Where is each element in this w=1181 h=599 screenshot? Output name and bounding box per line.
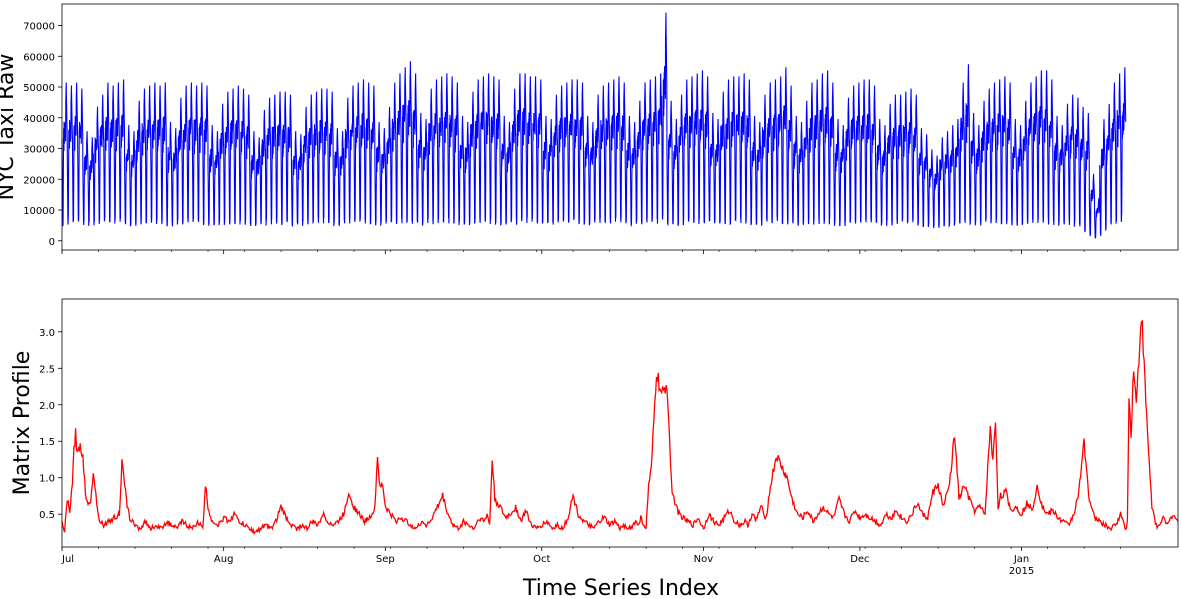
x-axis-label: Time Series Index [522,576,719,599]
top-y-tick-label: 10000 [23,206,55,217]
top-panel-frame [61,3,1179,251]
top-y-tick-label: 70000 [23,22,55,33]
top-y-tick-label: 20000 [23,175,55,186]
top-y-tick-label: 60000 [23,52,55,63]
bottom-y-tick-label: 3.0 [39,328,55,339]
bottom-y-tick-label: 0.5 [39,510,55,521]
bottom-series-line [61,319,1179,536]
top-y-tick-label: 40000 [23,114,55,125]
bottom-y-tick-label: 1.5 [39,437,55,448]
top-panel: 0 10000 20000 30000 40000 50000 60000 70000 NYC… [0,3,1179,254]
x-tick-label: Dec [850,554,869,565]
top-y-axis-label: NYC Taxi Raw [0,54,19,201]
x-tick-sublabel: 2015 [1009,566,1034,577]
bottom-y-tick-label: 1.0 [39,474,55,485]
top-series-line [61,12,1127,239]
top-y-tick-label: 30000 [23,145,55,156]
top-y-tick-label: 50000 [23,83,55,94]
bottom-panel: 0.5 1.0 1.5 2.0 2.5 3.0 Jul Aug Sep Oct Nov Dec Jan… [10,298,1179,599]
x-tick-label: Oct [533,554,550,565]
bottom-y-tick-label: 2.5 [39,364,55,375]
x-tick-label: Aug [214,554,234,565]
bottom-panel-frame [61,298,1179,548]
x-tick-label: Jan [1013,554,1029,565]
top-y-tick-label: 0 [49,237,55,248]
x-tick-label: Sep [376,554,395,565]
bottom-y-axis-label: Matrix Profile [10,351,35,496]
x-tick-label: Jul [61,554,74,565]
x-tick-label: Nov [694,554,714,565]
bottom-y-tick-label: 2.0 [39,401,55,412]
